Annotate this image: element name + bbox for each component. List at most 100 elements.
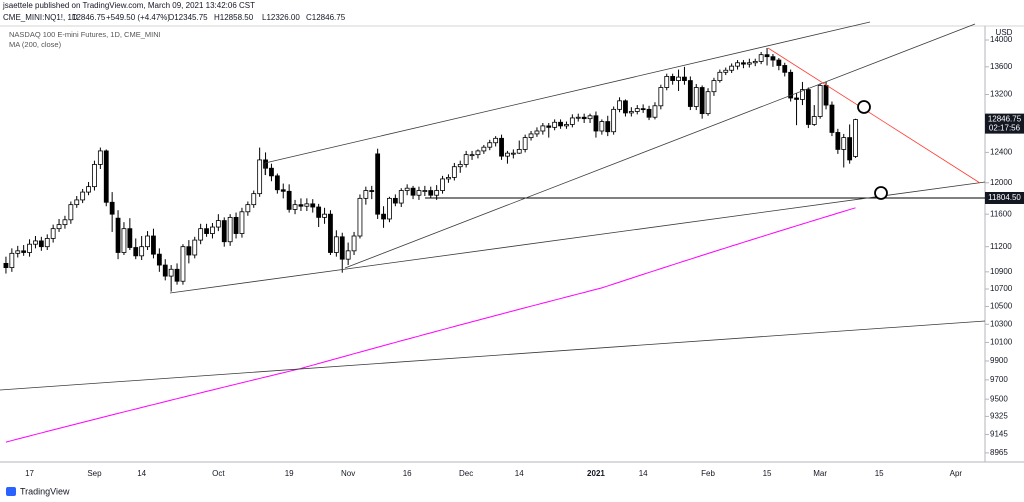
- candle-body: [245, 204, 251, 213]
- x-tick-label: 14: [515, 469, 524, 478]
- candle-body: [339, 236, 345, 260]
- y-tick-label: 10300: [990, 319, 1013, 328]
- level-label-box: [985, 191, 1024, 204]
- y-tick-label: 11600: [990, 209, 1012, 218]
- y-tick-label: 9700: [990, 375, 1008, 384]
- candle-body: [162, 264, 168, 277]
- candle-body: [634, 108, 640, 112]
- candle-body: [434, 190, 440, 196]
- x-tick-label: Apr: [950, 469, 963, 478]
- candle-body: [516, 149, 522, 154]
- x-tick-label: 16: [403, 469, 412, 478]
- y-tick-label: 10100: [990, 338, 1013, 347]
- x-tick-label: 2021: [587, 469, 605, 478]
- plot: [3, 47, 985, 443]
- candle-body: [44, 238, 50, 248]
- long-trendline: [0, 320, 986, 391]
- candle-body: [168, 268, 174, 277]
- candle-body: [257, 159, 263, 195]
- marker-circle: [874, 186, 888, 200]
- x-tick-label: 15: [763, 469, 772, 478]
- symbol: CME_MINI:NQ1!, 1D: [3, 13, 78, 22]
- candle-body: [410, 187, 416, 196]
- logo-icon: [6, 487, 16, 496]
- candle-body: [440, 178, 445, 191]
- candle-body: [62, 219, 68, 226]
- candle-body: [558, 121, 563, 127]
- candle-body: [776, 59, 782, 66]
- candle-body: [841, 137, 847, 150]
- candle-body: [33, 240, 38, 245]
- candle-body: [587, 115, 593, 120]
- candle-body: [546, 125, 552, 128]
- candle-body: [735, 62, 740, 67]
- candle-body: [581, 116, 587, 120]
- drawings: [0, 21, 986, 391]
- candle-body: [221, 220, 227, 243]
- level-label: 11804.50: [988, 193, 1021, 202]
- candle-body: [623, 100, 628, 114]
- candle-body: [9, 252, 15, 268]
- candle-body: [481, 146, 487, 152]
- x-tick-label: Nov: [341, 469, 355, 478]
- ohlc-open: O12345.75: [168, 13, 208, 22]
- candle-body: [239, 211, 245, 234]
- candle-body: [676, 76, 681, 81]
- candle-body: [404, 187, 410, 191]
- candle-body: [699, 87, 705, 115]
- candle-body: [717, 71, 723, 81]
- x-tick-label: 19: [285, 469, 294, 478]
- y-tick-label: 13200: [990, 90, 1013, 99]
- candle-body: [853, 119, 858, 157]
- candle-body: [280, 189, 286, 192]
- candle-body: [764, 54, 770, 58]
- y-tick-label: 10700: [990, 284, 1013, 293]
- candle-body: [682, 76, 687, 81]
- candle-body: [711, 80, 717, 93]
- candle-body: [50, 228, 56, 239]
- candle-body: [298, 204, 304, 207]
- candle-body: [505, 152, 510, 157]
- countdown: 02:17:56: [989, 124, 1021, 133]
- candle-body: [664, 76, 670, 88]
- candle-body: [121, 228, 127, 253]
- candle-body: [86, 186, 91, 193]
- candle-body: [617, 100, 622, 110]
- candle-body: [145, 235, 150, 248]
- candle-body: [3, 262, 9, 268]
- candle-body: [186, 246, 192, 256]
- x-tick-label: 14: [137, 469, 146, 478]
- candle-body: [817, 85, 823, 117]
- candle-body: [263, 159, 268, 169]
- chart-title: NASDAQ 100 E-mini Futures, 1D, CME_MINI: [9, 30, 161, 39]
- candle-body: [74, 199, 80, 206]
- ohlc-close: C12846.75: [306, 13, 346, 22]
- candle-body: [540, 125, 546, 132]
- candle-body: [345, 250, 351, 260]
- y-tick-label: 12000: [990, 178, 1013, 187]
- candle-body: [304, 203, 310, 207]
- x-tick-label: 15: [875, 469, 884, 478]
- y-tick-label: 9500: [990, 394, 1008, 403]
- candle-body: [593, 115, 599, 132]
- candle-body: [811, 116, 817, 125]
- candle-body: [174, 268, 180, 282]
- currency: USD: [996, 28, 1013, 37]
- candle-body: [611, 108, 617, 133]
- candle-body: [27, 243, 32, 253]
- candle-body: [375, 153, 381, 215]
- last-price: 12846.75: [72, 13, 106, 22]
- candle-body: [522, 137, 528, 150]
- candle-body: [210, 226, 215, 234]
- candle-body: [457, 164, 463, 168]
- candle-body: [628, 111, 634, 114]
- candle-body: [493, 137, 499, 144]
- candle-body: [770, 56, 776, 61]
- candle-body: [56, 224, 62, 230]
- candle-body: [823, 85, 829, 106]
- ma-legend: MA (200, close): [9, 40, 62, 49]
- candle-body: [693, 87, 699, 107]
- y-tick-label: 11200: [990, 242, 1012, 251]
- candle-body: [741, 62, 746, 65]
- x-tick-label: 14: [639, 469, 648, 478]
